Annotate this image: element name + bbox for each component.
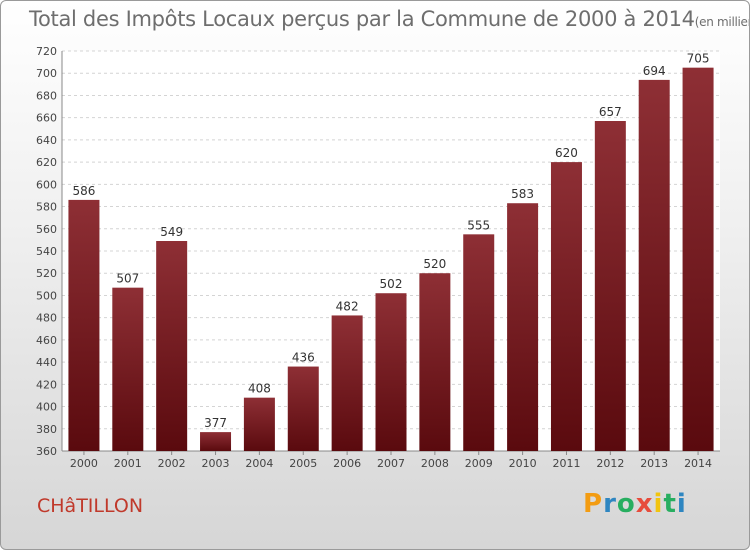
bar — [200, 432, 232, 451]
data-label: 583 — [511, 187, 534, 201]
logo-letter: r — [603, 489, 617, 519]
y-tick-label: 700 — [36, 67, 57, 80]
y-tick-label: 460 — [36, 334, 57, 347]
x-tick-label: 2012 — [596, 457, 624, 470]
data-label: 507 — [116, 272, 139, 286]
y-tick-label: 660 — [36, 112, 57, 125]
bar — [287, 366, 319, 451]
x-tick-label: 2000 — [70, 457, 98, 470]
data-label: 586 — [72, 184, 95, 198]
bar — [331, 315, 363, 451]
data-label: 408 — [248, 382, 271, 396]
proxiti-logo: Proxiti — [583, 489, 687, 519]
chart-title: Total des Impôts Locaux perçus par la Co… — [29, 7, 749, 31]
bar — [594, 121, 626, 451]
bar — [375, 293, 407, 451]
y-tick-label: 480 — [36, 312, 57, 325]
bar — [419, 273, 451, 451]
logo-letter: x — [635, 489, 654, 519]
x-tick-label: 2006 — [333, 457, 361, 470]
x-tick-label: 2001 — [114, 457, 142, 470]
y-tick-label: 680 — [36, 89, 57, 102]
x-tick-label: 2014 — [684, 457, 712, 470]
y-tick-label: 640 — [36, 134, 57, 147]
y-tick-label: 560 — [36, 223, 57, 236]
data-label: 549 — [160, 225, 183, 239]
y-tick-label: 720 — [36, 45, 57, 58]
y-tick-label: 400 — [36, 401, 57, 414]
data-label: 502 — [380, 277, 403, 291]
x-tick-label: 2008 — [421, 457, 449, 470]
x-tick-label: 2007 — [377, 457, 405, 470]
logo-letter: o — [616, 489, 636, 519]
x-tick-label: 2004 — [245, 457, 273, 470]
x-tick-label: 2005 — [289, 457, 317, 470]
logo-letter: i — [653, 489, 664, 519]
y-tick-label: 500 — [36, 289, 57, 302]
bar — [112, 287, 144, 451]
data-label: 555 — [467, 218, 490, 232]
data-label: 520 — [423, 257, 446, 271]
bar — [638, 79, 670, 451]
data-label: 705 — [687, 52, 710, 66]
x-tick-label: 2002 — [158, 457, 186, 470]
y-tick-label: 540 — [36, 245, 57, 258]
x-tick-label: 2010 — [509, 457, 537, 470]
x-tick-label: 2011 — [552, 457, 580, 470]
bar — [550, 162, 582, 451]
y-tick-label: 360 — [36, 445, 57, 458]
data-label: 482 — [336, 299, 359, 313]
y-tick-label: 620 — [36, 156, 57, 169]
bar — [682, 67, 714, 452]
data-label: 657 — [599, 105, 622, 119]
x-tick-label: 2003 — [202, 457, 230, 470]
commune-name: CHâTILLON — [37, 495, 144, 517]
bar — [463, 234, 495, 451]
data-label: 377 — [204, 416, 227, 430]
y-tick-label: 440 — [36, 356, 57, 369]
x-tick-label: 2013 — [640, 457, 668, 470]
bar — [243, 397, 275, 451]
logo-letter: t — [663, 489, 677, 519]
y-tick-label: 600 — [36, 178, 57, 191]
data-label: 694 — [643, 64, 666, 78]
y-tick-label: 420 — [36, 378, 57, 391]
y-tick-label: 520 — [36, 267, 57, 280]
x-tick-label: 2009 — [465, 457, 493, 470]
data-label: 436 — [292, 351, 315, 365]
y-tick-label: 380 — [36, 423, 57, 436]
logo-letter: P — [583, 489, 604, 519]
logo-letter: i — [676, 489, 687, 519]
y-tick-label: 580 — [36, 201, 57, 214]
bar — [156, 241, 188, 451]
data-label: 620 — [555, 146, 578, 160]
bar — [68, 199, 100, 451]
bar — [507, 203, 539, 451]
chart-unit: (en milliers d'€) — [694, 15, 749, 29]
